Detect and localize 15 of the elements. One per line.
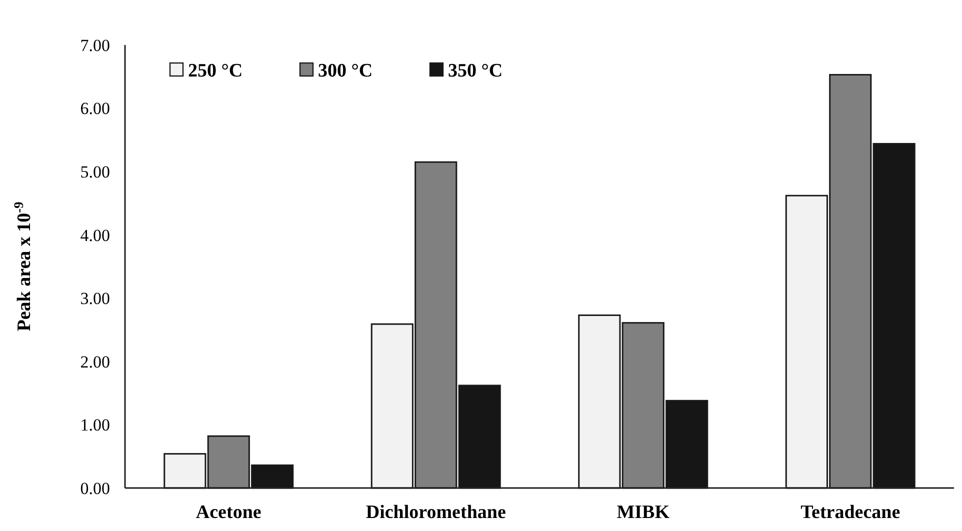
x-tick-label: Tetradecane [800, 502, 900, 523]
y-tick-label: 4.00 [80, 226, 110, 245]
y-tick-label: 1.00 [80, 416, 110, 435]
y-tick-label: 6.00 [80, 99, 110, 118]
x-tick-label: MIBK [616, 502, 670, 523]
x-tick-label: Dichloromethane [366, 502, 506, 523]
y-tick-label: 5.00 [80, 162, 110, 182]
y-tick-label: 2.00 [80, 352, 110, 372]
legend-label: 300 °C [318, 60, 373, 82]
x-tick-label: Acetone [196, 502, 262, 523]
legend-label: 350 °C [448, 60, 503, 82]
legend-label: 250 °C [188, 60, 243, 82]
y-tick-label: 7.00 [80, 36, 110, 55]
y-tick-label: 3.00 [80, 289, 110, 308]
y-tick-label: 0.00 [80, 478, 110, 498]
